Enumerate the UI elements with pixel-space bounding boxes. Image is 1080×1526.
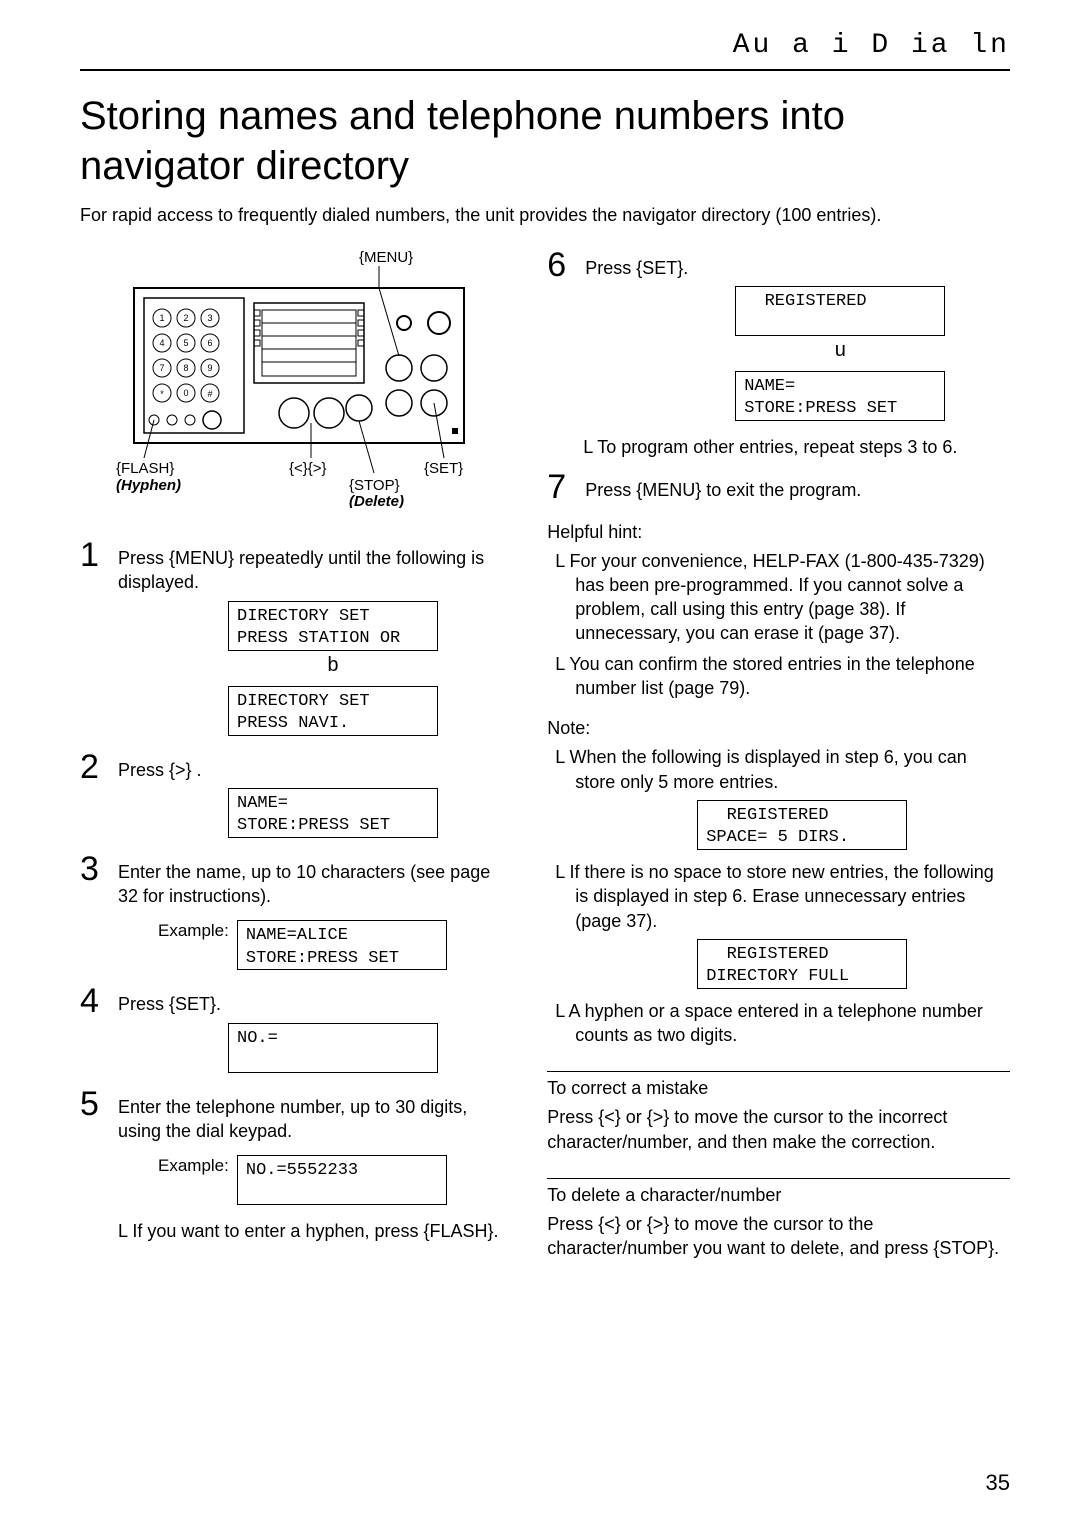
arrow-icon: b <box>228 653 438 680</box>
svg-text:1: 1 <box>159 313 164 323</box>
right-column: 6 Press {SET}. REGISTERED u NAME= STORE:… <box>547 248 1010 1261</box>
page-number: 35 <box>986 1470 1010 1496</box>
hint-item: L You can confirm the stored entries in … <box>547 652 1010 701</box>
step-body: Press {SET}. NO.= <box>118 984 507 1072</box>
step-1: 1 Press {MENU} repeatedly until the foll… <box>80 538 507 736</box>
step-5-sub: L If you want to enter a hyphen, press {… <box>118 1219 507 1243</box>
step-number: 1 <box>80 538 118 572</box>
lcd-display: NO.= <box>228 1023 438 1073</box>
header-category: Au a i D ia ln <box>733 30 1010 61</box>
note-item: L When the following is displayed in ste… <box>547 745 1010 794</box>
lcd-display: REGISTERED DIRECTORY FULL <box>697 939 907 989</box>
step-body: Enter the telephone number, up to 30 dig… <box>118 1087 507 1206</box>
svg-text:9: 9 <box>207 363 212 373</box>
note-item: L A hyphen or a space entered in a telep… <box>547 999 1010 1048</box>
step-5: 5 Enter the telephone number, up to 30 d… <box>80 1087 507 1206</box>
helpful-hint-heading: Helpful hint: <box>547 522 1010 543</box>
svg-text:6: 6 <box>207 338 212 348</box>
step-body: Press {>} . NAME= STORE:PRESS SET <box>118 750 507 838</box>
svg-text:0: 0 <box>183 388 188 398</box>
divider <box>547 1071 1010 1072</box>
delete-char-heading: To delete a character/number <box>547 1185 1010 1206</box>
left-column: {MENU} 1 2 3 4 5 6 7 8 9 * 0 # <box>80 248 507 1261</box>
note-heading: Note: <box>547 718 1010 739</box>
correct-mistake-text: Press {<} or {>} to move the cursor to t… <box>547 1105 1010 1154</box>
step-number: 7 <box>547 470 585 504</box>
delete-char-text: Press {<} or {>} to move the cursor to t… <box>547 1212 1010 1261</box>
svg-text:8: 8 <box>183 363 188 373</box>
step-body: Press {MENU} repeatedly until the follow… <box>118 538 507 736</box>
svg-text:5: 5 <box>183 338 188 348</box>
lcd-display: REGISTERED SPACE= 5 DIRS. <box>697 800 907 850</box>
step-number: 2 <box>80 750 118 784</box>
lcd-display: NO.=5552233 <box>237 1155 447 1205</box>
lcd-display: NAME= STORE:PRESS SET <box>228 788 438 838</box>
svg-text:2: 2 <box>183 313 188 323</box>
page-title: Storing names and telephone numbers into… <box>80 91 1010 191</box>
menu-label: {MENU} <box>359 249 413 266</box>
note-item: L If there is no space to store new entr… <box>547 860 1010 933</box>
hyphen-label: (Hyphen) <box>116 477 181 494</box>
set-label: {SET} <box>424 460 463 477</box>
arrows-label: {<}{>} <box>289 460 327 477</box>
divider <box>547 1178 1010 1179</box>
example-label: Example: <box>158 914 229 943</box>
step-3: 3 Enter the name, up to 10 characters (s… <box>80 852 507 971</box>
lcd-display: DIRECTORY SET PRESS STATION OR <box>228 601 438 651</box>
svg-text:#: # <box>207 389 212 399</box>
svg-text:3: 3 <box>207 313 212 323</box>
lcd-display: REGISTERED <box>735 286 945 336</box>
device-diagram: {MENU} 1 2 3 4 5 6 7 8 9 * 0 # <box>104 248 484 508</box>
delete-label: (Delete) <box>349 493 404 508</box>
lcd-display: NAME=ALICE STORE:PRESS SET <box>237 920 447 970</box>
flash-label: {FLASH} <box>116 460 174 477</box>
step-number: 3 <box>80 852 118 886</box>
content-columns: {MENU} 1 2 3 4 5 6 7 8 9 * 0 # <box>80 248 1010 1261</box>
svg-text:7: 7 <box>159 363 164 373</box>
step-body: Press {SET}. REGISTERED u NAME= STORE:PR… <box>585 248 1010 421</box>
lcd-display: DIRECTORY SET PRESS NAVI. <box>228 686 438 736</box>
page-header: Au a i D ia ln <box>80 30 1010 71</box>
step-2: 2 Press {>} . NAME= STORE:PRESS SET <box>80 750 507 838</box>
step-4: 4 Press {SET}. NO.= <box>80 984 507 1072</box>
hint-item: L For your convenience, HELP-FAX (1-800-… <box>547 549 1010 646</box>
stop-label: {STOP} <box>349 477 400 494</box>
step-number: 5 <box>80 1087 118 1121</box>
step-6-sub: L To program other entries, repeat steps… <box>575 435 1010 459</box>
lcd-display: NAME= STORE:PRESS SET <box>735 371 945 421</box>
svg-text:4: 4 <box>159 338 164 348</box>
step-7: 7 Press {MENU} to exit the program. <box>547 470 1010 504</box>
arrow-icon: u <box>735 338 945 365</box>
step-body: Press {MENU} to exit the program. <box>585 470 1010 502</box>
intro-paragraph: For rapid access to frequently dialed nu… <box>80 205 1010 226</box>
step-body: Enter the name, up to 10 characters (see… <box>118 852 507 971</box>
correct-mistake-heading: To correct a mistake <box>547 1078 1010 1099</box>
svg-text:*: * <box>160 389 164 399</box>
step-number: 4 <box>80 984 118 1018</box>
step-number: 6 <box>547 248 585 282</box>
example-label: Example: <box>158 1149 229 1178</box>
step-6: 6 Press {SET}. REGISTERED u NAME= STORE:… <box>547 248 1010 421</box>
